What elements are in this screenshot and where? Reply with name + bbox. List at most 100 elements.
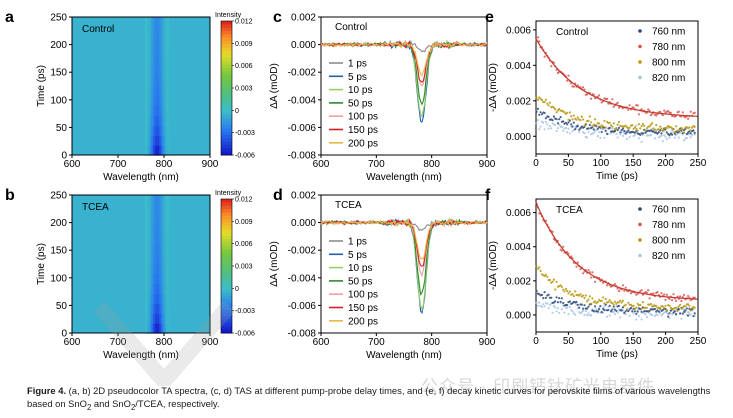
data-point-e-0: [633, 131, 637, 134]
heatmap-cell-a: [144, 145, 148, 156]
y-tick-label-c: -0.004: [288, 95, 317, 106]
panel-letter-d: d: [273, 187, 283, 204]
heatmap-cell-a: [144, 36, 148, 48]
data-point-f-2: [574, 290, 577, 293]
data-point-e-2: [540, 99, 544, 102]
heatmap-cell-a: [146, 36, 150, 48]
data-point-e-0: [657, 131, 661, 134]
colorbar-segment-a: [221, 131, 232, 136]
colorbar-segment-a: [221, 148, 232, 153]
heatmap-cell-a: [166, 115, 170, 127]
y-tick-label-a: 50: [56, 123, 68, 134]
data-point-f-3: [624, 313, 627, 316]
data-point-f-1: [679, 295, 682, 298]
heatmap-cell-b: [164, 234, 168, 245]
data-point-f-2: [639, 303, 642, 307]
heatmap-cell-b: [164, 244, 168, 255]
heatmap-cell-b: [158, 273, 162, 285]
legend-label-c: 50 ps: [348, 98, 372, 109]
x-tick-label-b: 800: [156, 337, 173, 348]
heatmap-cell-a: [164, 135, 168, 146]
heatmap-cell-a: [160, 66, 164, 77]
data-point-f-0: [628, 308, 631, 311]
x-tick-label-c: 700: [368, 159, 385, 170]
heatmap-cell-b: [158, 293, 162, 305]
heatmap-cell-b: [156, 264, 160, 275]
data-point-e-2: [648, 125, 651, 128]
heatmap-cell-a: [164, 46, 168, 58]
heatmap-cell-a: [160, 95, 164, 107]
colorbar-segment-b: [221, 312, 232, 317]
data-point-f-3: [616, 311, 619, 314]
legend-label-d: 10 ps: [348, 263, 372, 274]
data-point-f-0: [635, 312, 638, 315]
data-point-f-0: [669, 309, 672, 312]
heatmap-cell-b: [144, 303, 148, 314]
data-point-f-0: [677, 307, 680, 311]
data-point-e-3: [586, 136, 589, 139]
data-point-e-0: [558, 118, 561, 121]
legend-label-c: 1 ps: [348, 59, 367, 70]
heatmap-cell-b: [160, 234, 164, 245]
legend-label-c: 150 ps: [348, 125, 378, 136]
heatmap-cell-a: [158, 66, 162, 77]
caption-lead: Figure 4.: [27, 385, 67, 396]
data-point-f-2: [552, 278, 556, 281]
heatmap-cell-b: [158, 244, 162, 255]
data-point-f-3: [619, 316, 622, 319]
data-point-e-0: [567, 121, 570, 124]
heatmap-cell-b: [160, 264, 164, 275]
data-point-f-0: [607, 308, 610, 312]
heatmap-cell-a: [146, 86, 150, 97]
data-point-e-2: [535, 96, 538, 99]
heatmap-cell-a: [156, 115, 160, 127]
data-point-f-2: [625, 309, 629, 312]
data-point-e-3: [628, 135, 631, 138]
data-point-f-0: [609, 310, 613, 313]
heatmap-cell-a: [154, 86, 158, 97]
heatmap-cell-a: [152, 115, 156, 127]
heatmap-cell-a: [152, 17, 156, 28]
data-point-e-3: [598, 131, 601, 134]
y-tick-label-b: 50: [56, 301, 68, 312]
data-point-e-0: [608, 126, 611, 129]
panel-letter-f: f: [485, 187, 491, 204]
colorbar-segment-a: [221, 134, 232, 139]
panel-inset-label-c: Control: [335, 22, 367, 33]
heatmap-cell-b: [162, 293, 166, 305]
fit-curve-e: [535, 38, 698, 117]
colorbar-title-a: Intensity: [215, 12, 242, 19]
plot-frame-e: [535, 20, 699, 155]
data-point-e-2: [639, 127, 642, 130]
y-tick-label-e: 0.000: [506, 132, 531, 143]
data-point-e-0: [579, 127, 582, 130]
heatmap-cell-a: [154, 95, 158, 107]
data-point-f-3: [546, 302, 549, 305]
data-point-f-3: [687, 311, 690, 314]
heatmap-cell-b: [156, 214, 160, 226]
data-point-f-3: [582, 309, 585, 313]
panel-letter-a: a: [5, 9, 14, 26]
data-point-e-2: [583, 124, 586, 127]
data-point-e-1: [627, 108, 630, 111]
watermark-text: 公众号 · 印刷钙钛矿光电器件: [421, 377, 656, 396]
data-point-f-3: [632, 312, 635, 315]
data-point-e-1: [693, 111, 696, 114]
data-point-f-2: [675, 306, 678, 309]
data-point-e-3: [691, 133, 694, 136]
data-point-e-0: [551, 119, 554, 122]
heatmap-cell-b: [150, 313, 154, 324]
heatmap-cell-a: [144, 115, 148, 127]
y-tick-label-c: -0.006: [288, 123, 317, 134]
heatmap-cell-b: [162, 264, 166, 275]
data-point-e-0: [620, 129, 623, 132]
data-point-e-0: [571, 125, 574, 128]
data-point-f-0: [560, 297, 564, 300]
colorbar-segment-a: [221, 64, 232, 69]
data-point-f-3: [644, 313, 647, 316]
data-point-e-0: [587, 127, 590, 130]
heatmap-cell-b: [144, 323, 148, 334]
data-point-e-1: [628, 104, 631, 107]
data-point-e-0: [535, 110, 538, 113]
